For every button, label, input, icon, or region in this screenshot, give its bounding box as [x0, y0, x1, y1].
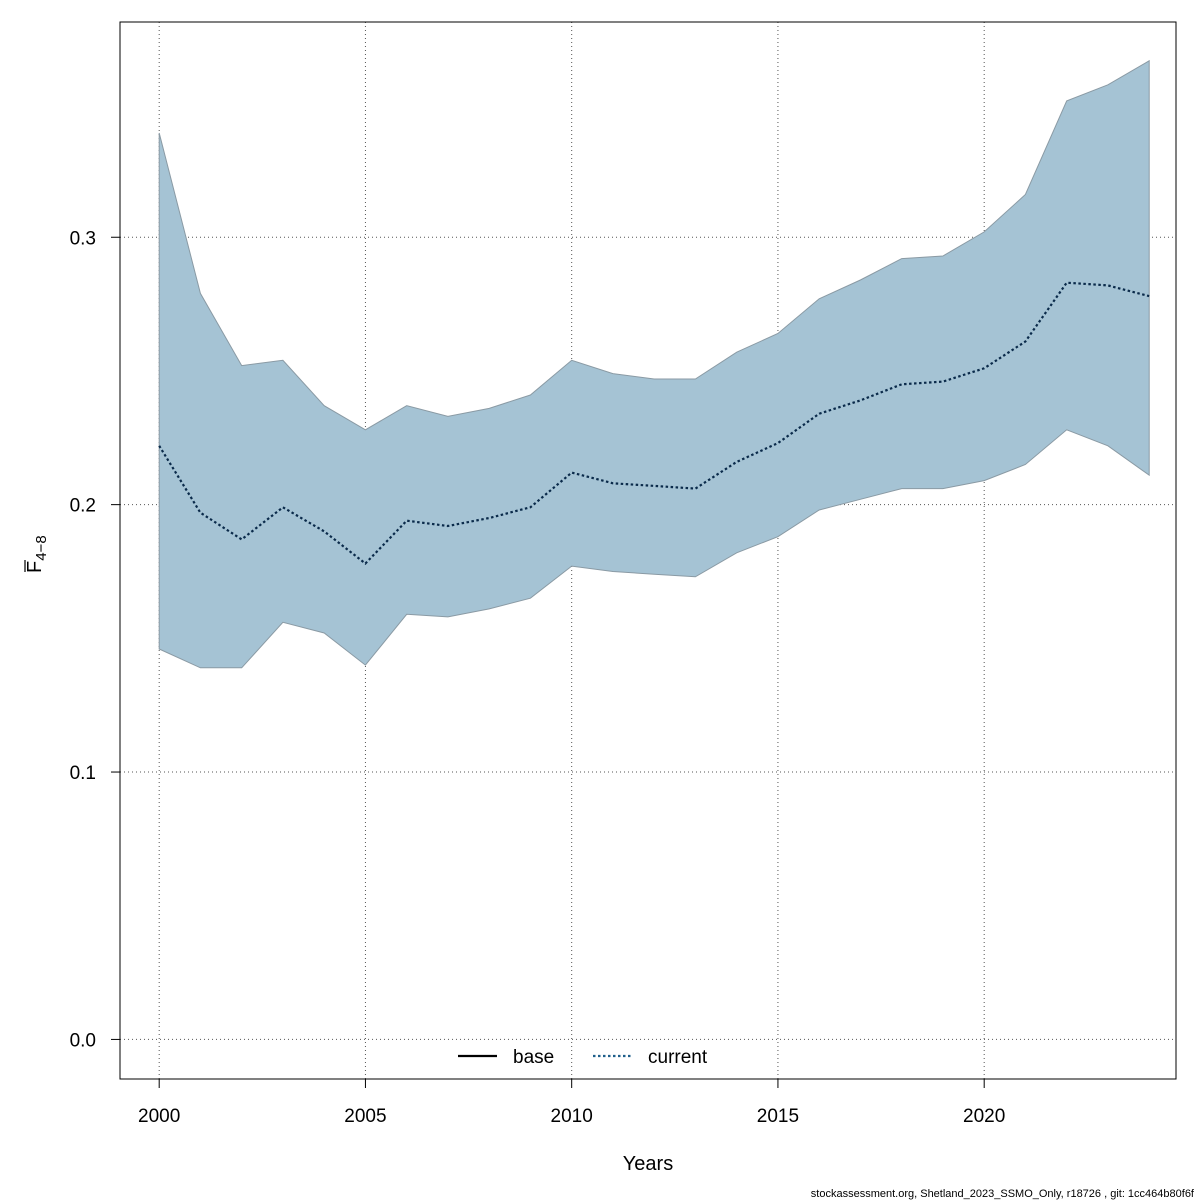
legend: base current [458, 1047, 708, 1068]
svg-text:F4−8: F4−8 [24, 535, 50, 573]
y-tick-label-0.1: 0.1 [70, 763, 96, 784]
x-tick-label-2010: 2010 [551, 1106, 593, 1127]
y-tick-label-0.3: 0.3 [70, 228, 96, 249]
x-axis-title: Years [623, 1153, 673, 1175]
footer-note: stockassessment.org, Shetland_2023_SSMO_… [811, 1188, 1195, 1200]
x-tick-label-2015: 2015 [757, 1106, 799, 1127]
y-tick-label-0.2: 0.2 [70, 496, 96, 517]
x-axis: 2000 2005 2010 2015 2020 [138, 1078, 1005, 1127]
legend-label-base: base [513, 1047, 554, 1068]
y-axis-title-sub: 4−8 [33, 535, 50, 560]
y-tick-label-0.0: 0.0 [70, 1030, 96, 1051]
y-axis-title: F4−8 [24, 535, 50, 573]
x-tick-label-2005: 2005 [344, 1106, 386, 1127]
grid [120, 22, 1176, 1079]
y-axis-title-main: F [24, 561, 46, 573]
x-tick-label-2020: 2020 [963, 1106, 1005, 1127]
y-axis: 0.0 0.1 0.2 0.3 [70, 228, 121, 1051]
series-layer [158, 281, 1150, 565]
legend-label-current: current [648, 1047, 708, 1068]
x-tick-label-2000: 2000 [138, 1106, 180, 1127]
confidence-band [158, 59, 1150, 669]
